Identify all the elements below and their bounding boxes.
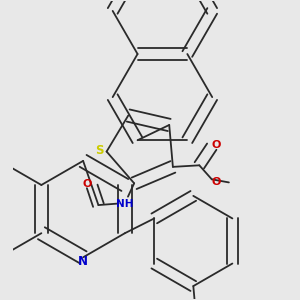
Text: O: O [212, 140, 221, 150]
Text: N: N [78, 254, 88, 268]
Text: S: S [95, 144, 104, 158]
Text: O: O [83, 179, 92, 189]
Text: O: O [212, 177, 221, 187]
Text: NH: NH [116, 199, 134, 208]
